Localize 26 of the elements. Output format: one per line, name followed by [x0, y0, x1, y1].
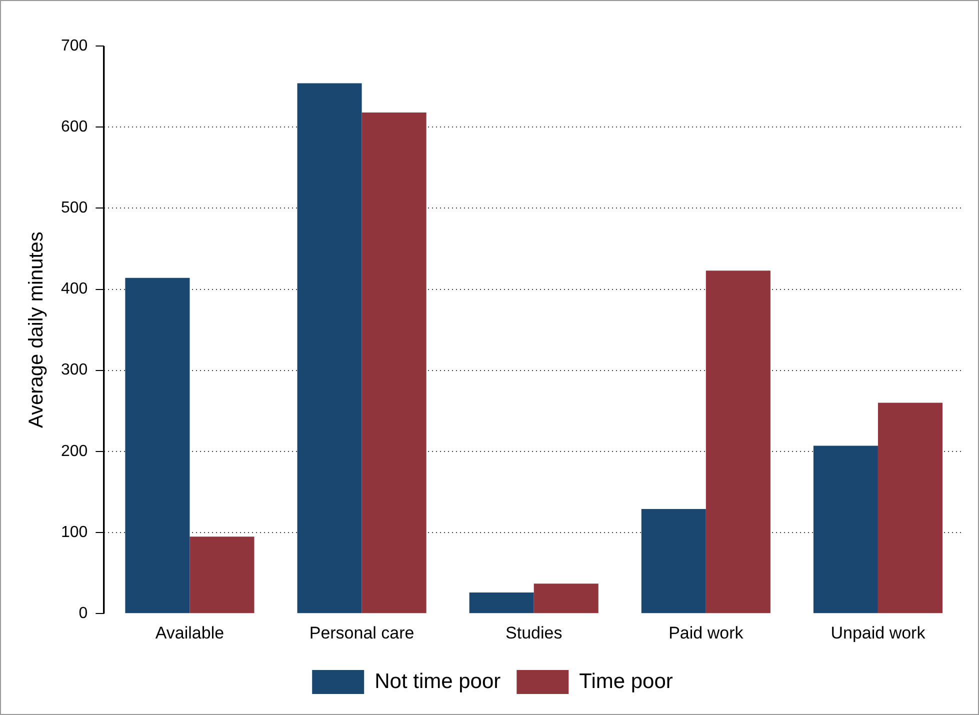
- bar: [362, 112, 426, 614]
- x-tick-label: Personal care: [309, 623, 414, 642]
- x-tick-label: Available: [155, 623, 224, 642]
- bar: [878, 402, 942, 614]
- x-tick-label: Unpaid work: [830, 623, 926, 642]
- bar: [190, 536, 254, 614]
- bar: [469, 592, 534, 614]
- y-axis-title: Average daily minutes: [26, 232, 48, 428]
- x-tick-label: Paid work: [668, 623, 744, 642]
- y-tick-label: 500: [60, 200, 88, 217]
- y-tick-label: 700: [60, 37, 88, 54]
- y-tick-label: 400: [60, 280, 88, 298]
- legend-label: Time poor: [579, 670, 673, 693]
- y-tick-label: 600: [60, 118, 88, 136]
- x-tick-label: Studies: [505, 623, 562, 642]
- bar: [706, 270, 770, 614]
- bar: [813, 446, 878, 614]
- bar: [641, 509, 706, 614]
- bar: [534, 584, 598, 614]
- bar: [297, 83, 362, 614]
- y-tick-label: 100: [60, 524, 88, 541]
- bar: [125, 278, 190, 614]
- legend-label: Not time poor: [374, 670, 501, 693]
- y-tick-label: 0: [78, 605, 88, 622]
- y-tick-label: 300: [60, 362, 88, 379]
- y-tick-label: 200: [60, 442, 88, 460]
